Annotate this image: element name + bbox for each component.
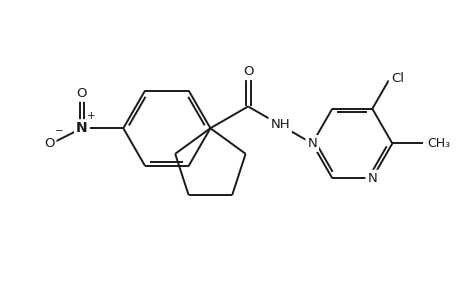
- Text: CH₃: CH₃: [426, 137, 449, 150]
- Text: NH: NH: [270, 118, 289, 131]
- Text: O: O: [44, 137, 55, 150]
- Text: N: N: [76, 121, 88, 135]
- Text: −: −: [55, 126, 63, 136]
- Text: O: O: [77, 87, 87, 100]
- Text: Cl: Cl: [390, 72, 403, 85]
- Text: N: N: [367, 172, 376, 185]
- Text: O: O: [242, 65, 253, 78]
- Text: +: +: [87, 111, 95, 121]
- Text: N: N: [307, 137, 316, 150]
